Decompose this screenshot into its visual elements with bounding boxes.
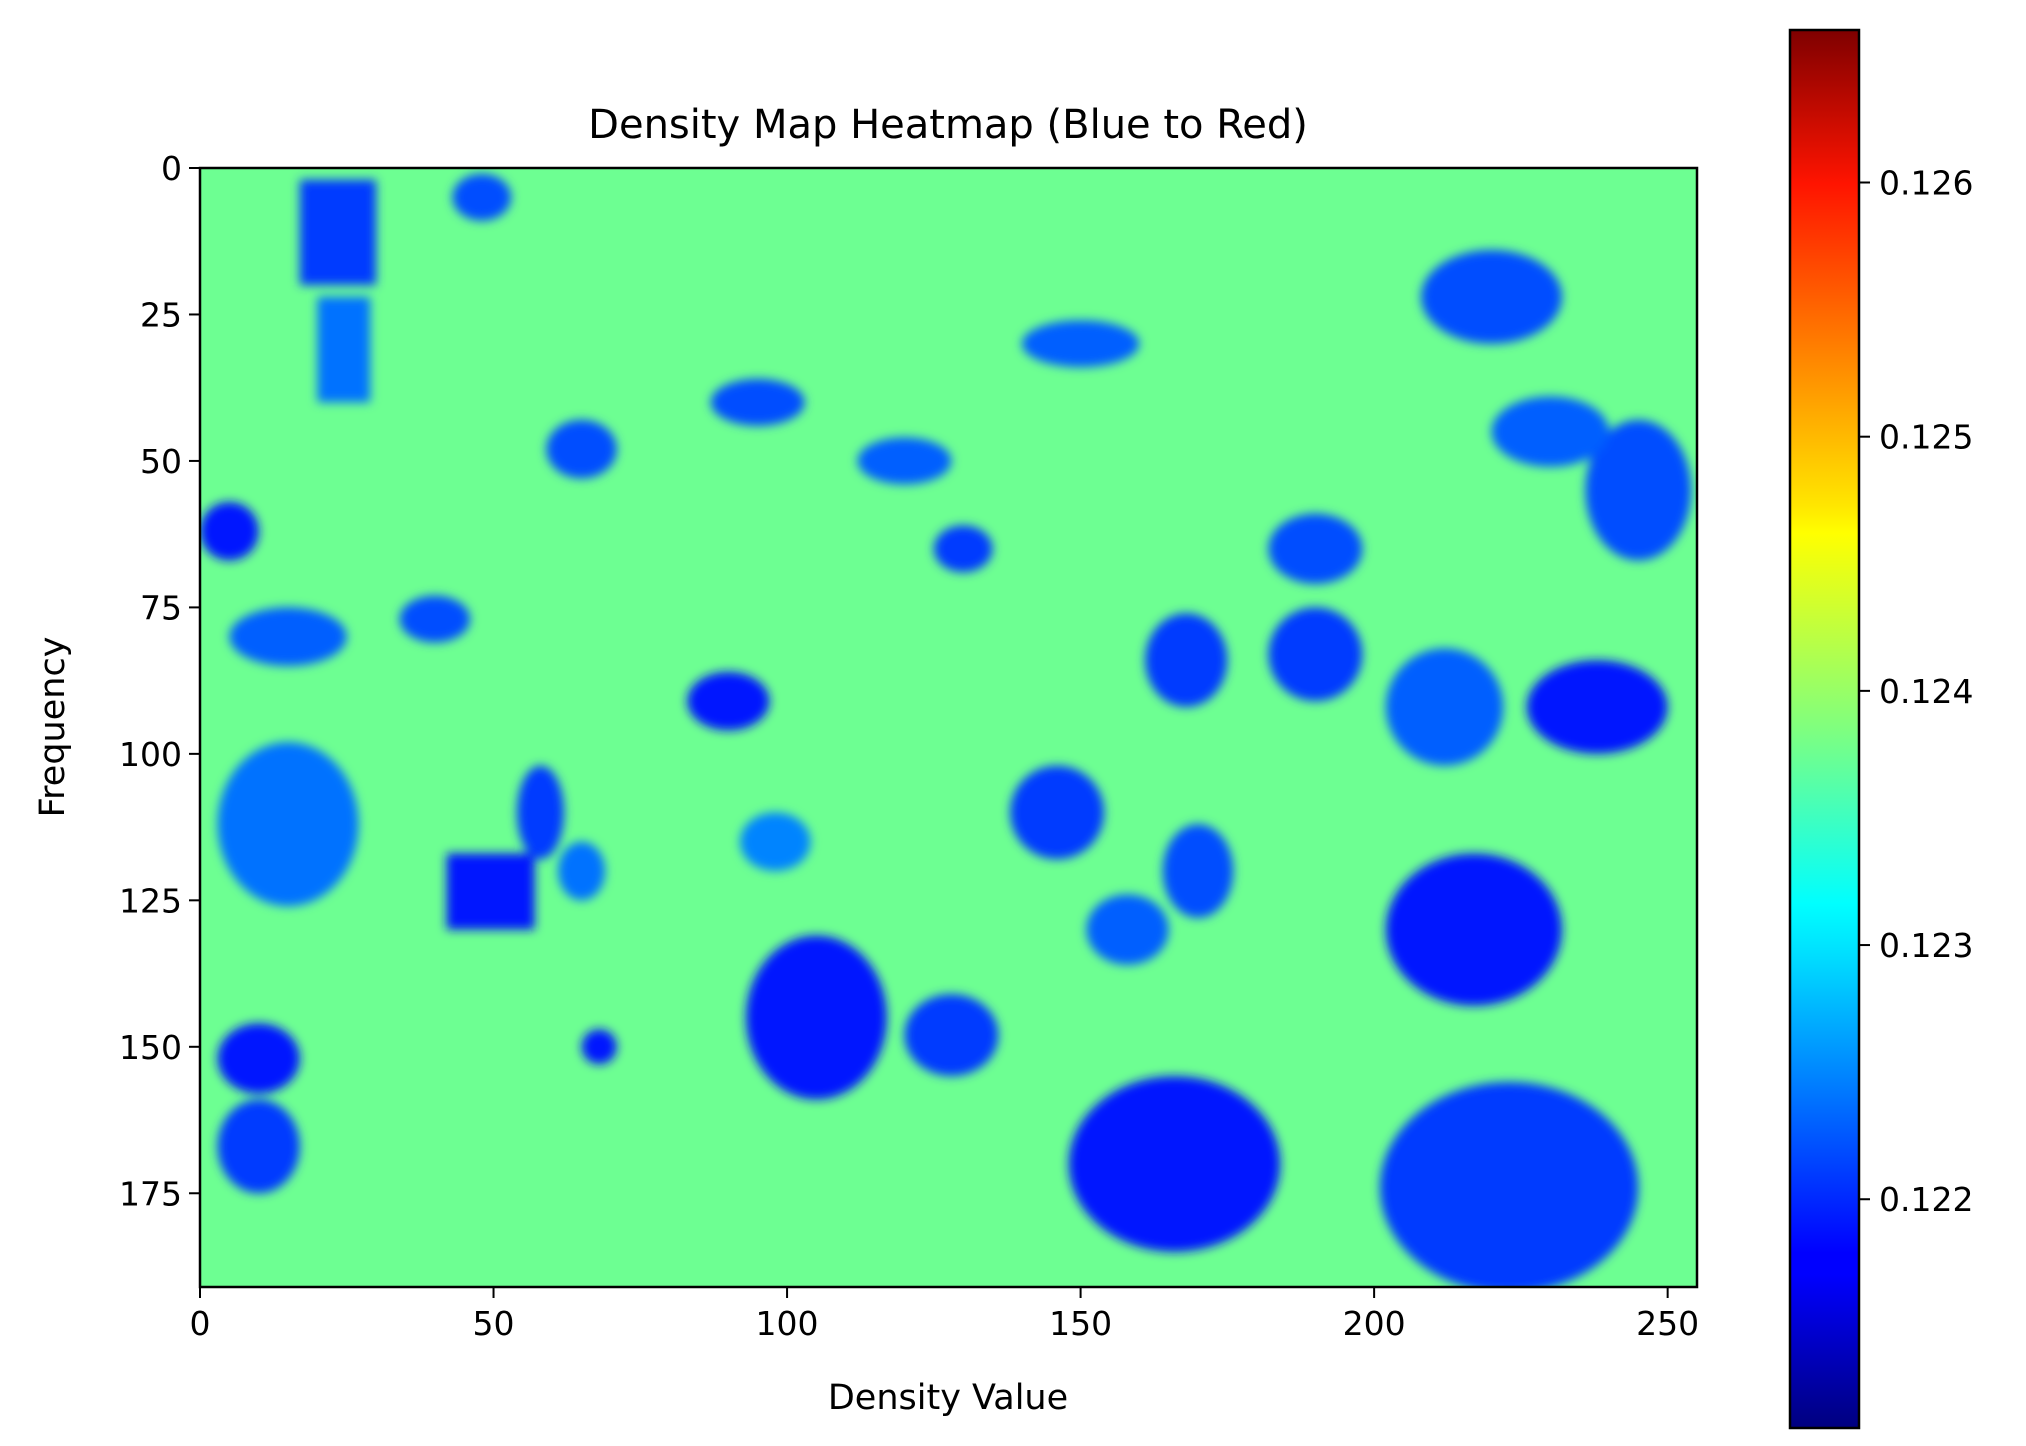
density-region <box>299 179 377 286</box>
x-axis: 0 50 100 150 200 250 <box>190 1287 1699 1343</box>
y-tick-label: 50 <box>140 442 182 481</box>
density-region <box>1385 648 1504 766</box>
density-region <box>581 1029 617 1065</box>
density-region <box>317 296 371 403</box>
density-region <box>200 501 259 561</box>
y-tick-label: 175 <box>119 1174 182 1213</box>
density-region <box>452 173 512 221</box>
density-region <box>1021 320 1140 368</box>
colorbar-gradient <box>1790 30 1859 1428</box>
y-tick-label: 100 <box>119 735 182 774</box>
heatmap-image <box>200 168 1697 1287</box>
density-region <box>217 1099 300 1194</box>
density-region <box>1421 250 1562 344</box>
colorbar-tick-label: 0.123 <box>1879 926 1973 965</box>
density-region <box>1268 607 1363 702</box>
colorbar-tick-label: 0.126 <box>1879 164 1973 203</box>
density-region <box>399 595 471 643</box>
y-tick-label: 125 <box>119 881 182 920</box>
density-region <box>933 525 993 573</box>
density-region <box>217 742 359 907</box>
density-region <box>687 671 770 731</box>
y-axis: 0 25 50 75 100 125 150 175 <box>119 149 200 1213</box>
density-region <box>1162 824 1234 918</box>
density-region <box>1385 853 1562 1006</box>
density-region <box>904 994 999 1077</box>
density-region <box>740 812 811 872</box>
density-region <box>1585 419 1692 561</box>
y-axis-label: Frequency <box>33 637 73 818</box>
density-region <box>710 378 805 426</box>
colorbar-frame <box>1788 28 1861 1430</box>
x-tick-label: 250 <box>1636 1304 1699 1343</box>
density-region <box>229 607 347 666</box>
x-tick-label: 200 <box>1343 1304 1406 1343</box>
x-tick-label: 150 <box>1049 1304 1112 1343</box>
y-tick-label: 150 <box>119 1028 182 1067</box>
density-region <box>857 437 952 485</box>
chart-title: Density Map Heatmap (Blue to Red) <box>588 102 1308 148</box>
density-region <box>1491 396 1609 467</box>
x-tick-label: 50 <box>473 1304 515 1343</box>
density-region <box>217 1023 300 1094</box>
density-region <box>1086 894 1169 965</box>
x-tick-label: 100 <box>756 1304 819 1343</box>
x-axis-label: Density Value <box>828 1378 1068 1418</box>
density-region <box>1380 1081 1639 1287</box>
plot-frame <box>198 166 1699 1289</box>
density-region <box>558 841 606 901</box>
y-tick-label: 75 <box>140 588 182 627</box>
x-tick-label: 0 <box>190 1304 211 1343</box>
density-region <box>1268 513 1363 584</box>
colorbar-tick-label: 0.125 <box>1879 418 1973 457</box>
density-region <box>446 853 535 930</box>
density-region <box>1068 1076 1281 1252</box>
y-tick-label: 0 <box>161 149 182 188</box>
density-region <box>517 765 564 860</box>
density-region <box>1145 613 1228 707</box>
colorbar-tick-label: 0.122 <box>1879 1180 1973 1219</box>
y-tick-label: 25 <box>140 295 182 334</box>
colorbar-tick-label: 0.124 <box>1879 672 1973 711</box>
density-region <box>546 419 617 479</box>
density-region <box>1010 765 1105 860</box>
plot-area <box>198 166 1699 1289</box>
density-region <box>745 935 887 1100</box>
density-region <box>1526 660 1668 754</box>
colorbar: 0.122 0.123 0.124 0.125 0.126 <box>1788 28 1973 1430</box>
